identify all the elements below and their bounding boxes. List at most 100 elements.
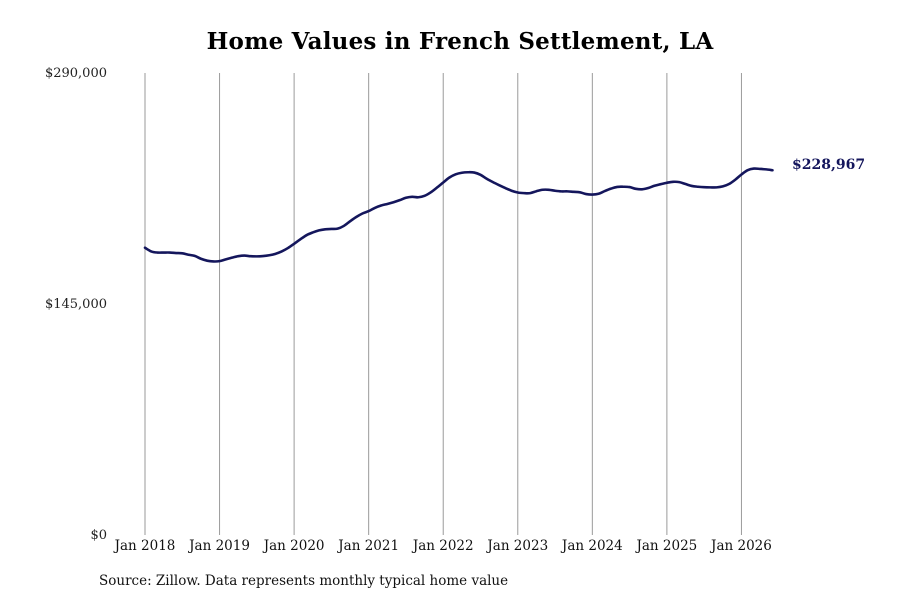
data-point	[249, 255, 251, 257]
data-point	[367, 210, 369, 212]
data-point	[591, 193, 593, 195]
source-note: Source: Zillow. Data represents monthly …	[99, 573, 509, 589]
y-tick-label: $145,000	[45, 297, 107, 312]
data-point	[473, 171, 475, 173]
data-point	[572, 191, 574, 193]
data-point	[529, 192, 531, 194]
data-point	[200, 258, 202, 260]
end-label-layer: $228,967	[792, 157, 865, 173]
data-point	[312, 231, 314, 233]
data-point	[181, 252, 183, 254]
data-point	[647, 187, 649, 189]
chart-title: Home Values in French Settlement, LA	[206, 28, 714, 55]
data-point	[293, 243, 295, 245]
data-point	[597, 193, 599, 195]
data-point	[504, 187, 506, 189]
data-point	[268, 254, 270, 256]
data-point	[722, 185, 724, 187]
data-point	[405, 197, 407, 199]
data-point	[175, 252, 177, 254]
data-point	[343, 225, 345, 227]
data-point	[274, 253, 276, 255]
data-point	[225, 258, 227, 260]
data-point	[206, 259, 208, 261]
data-point	[355, 216, 357, 218]
data-point	[218, 260, 220, 262]
data-point	[380, 204, 382, 206]
data-point	[691, 185, 693, 187]
data-point	[243, 254, 245, 256]
data-point	[548, 189, 550, 191]
data-point	[144, 247, 146, 249]
data-point	[467, 171, 469, 173]
y-tick-label: $0	[90, 528, 107, 543]
data-point	[535, 190, 537, 192]
data-point	[324, 228, 326, 230]
y-axis-ticks: $290,000 $145,000 $0	[45, 66, 107, 543]
data-point	[753, 167, 755, 169]
end-value-label: $228,967	[792, 157, 865, 173]
data-point	[411, 196, 413, 198]
data-point	[486, 178, 488, 180]
data-point	[349, 220, 351, 222]
data-point	[672, 181, 674, 183]
data-point	[305, 234, 307, 236]
data-point	[641, 188, 643, 190]
data-point	[417, 196, 419, 198]
series-line-0	[143, 167, 774, 263]
data-point	[566, 190, 568, 192]
gridlines	[144, 73, 742, 535]
data-point	[746, 169, 748, 171]
data-point	[523, 192, 525, 194]
data-point	[461, 172, 463, 174]
x-tick-label: Jan 2020	[262, 538, 325, 554]
data-point	[715, 186, 717, 188]
data-point	[684, 183, 686, 185]
data-point	[666, 182, 668, 184]
data-point	[728, 183, 730, 185]
data-point	[430, 191, 432, 193]
data-point	[156, 251, 158, 253]
x-tick-label: Jan 2019	[187, 538, 250, 554]
y-tick-label: $290,000	[45, 66, 107, 81]
data-point	[628, 186, 630, 188]
x-tick-label: Jan 2021	[336, 538, 399, 554]
data-point	[659, 183, 661, 185]
data-point	[517, 191, 519, 193]
data-point	[703, 186, 705, 188]
data-point	[330, 228, 332, 230]
data-point	[454, 173, 456, 175]
x-tick-label: Jan 2025	[634, 538, 697, 554]
data-point	[442, 181, 444, 183]
data-point	[554, 190, 556, 192]
data-point	[299, 238, 301, 240]
data-point	[361, 212, 363, 214]
data-point	[653, 185, 655, 187]
data-point	[237, 255, 239, 257]
data-point	[448, 176, 450, 178]
data-point	[231, 256, 233, 258]
data-point	[610, 187, 612, 189]
data-point	[386, 203, 388, 205]
data-point	[399, 199, 401, 201]
series-layer	[143, 167, 774, 263]
x-tick-label: Jan 2018	[113, 538, 176, 554]
x-tick-label: Jan 2023	[485, 538, 548, 554]
data-point	[256, 255, 258, 257]
x-tick-label: Jan 2026	[709, 538, 772, 554]
data-point	[318, 229, 320, 231]
data-point	[162, 251, 164, 253]
data-point	[579, 191, 581, 193]
data-point	[622, 186, 624, 188]
data-point	[635, 188, 637, 190]
data-point	[678, 181, 680, 183]
data-point	[510, 190, 512, 192]
data-point	[740, 173, 742, 175]
data-point	[423, 195, 425, 197]
data-point	[194, 255, 196, 257]
data-point	[436, 186, 438, 188]
data-point	[287, 247, 289, 249]
data-point	[585, 193, 587, 195]
data-point	[771, 169, 773, 171]
